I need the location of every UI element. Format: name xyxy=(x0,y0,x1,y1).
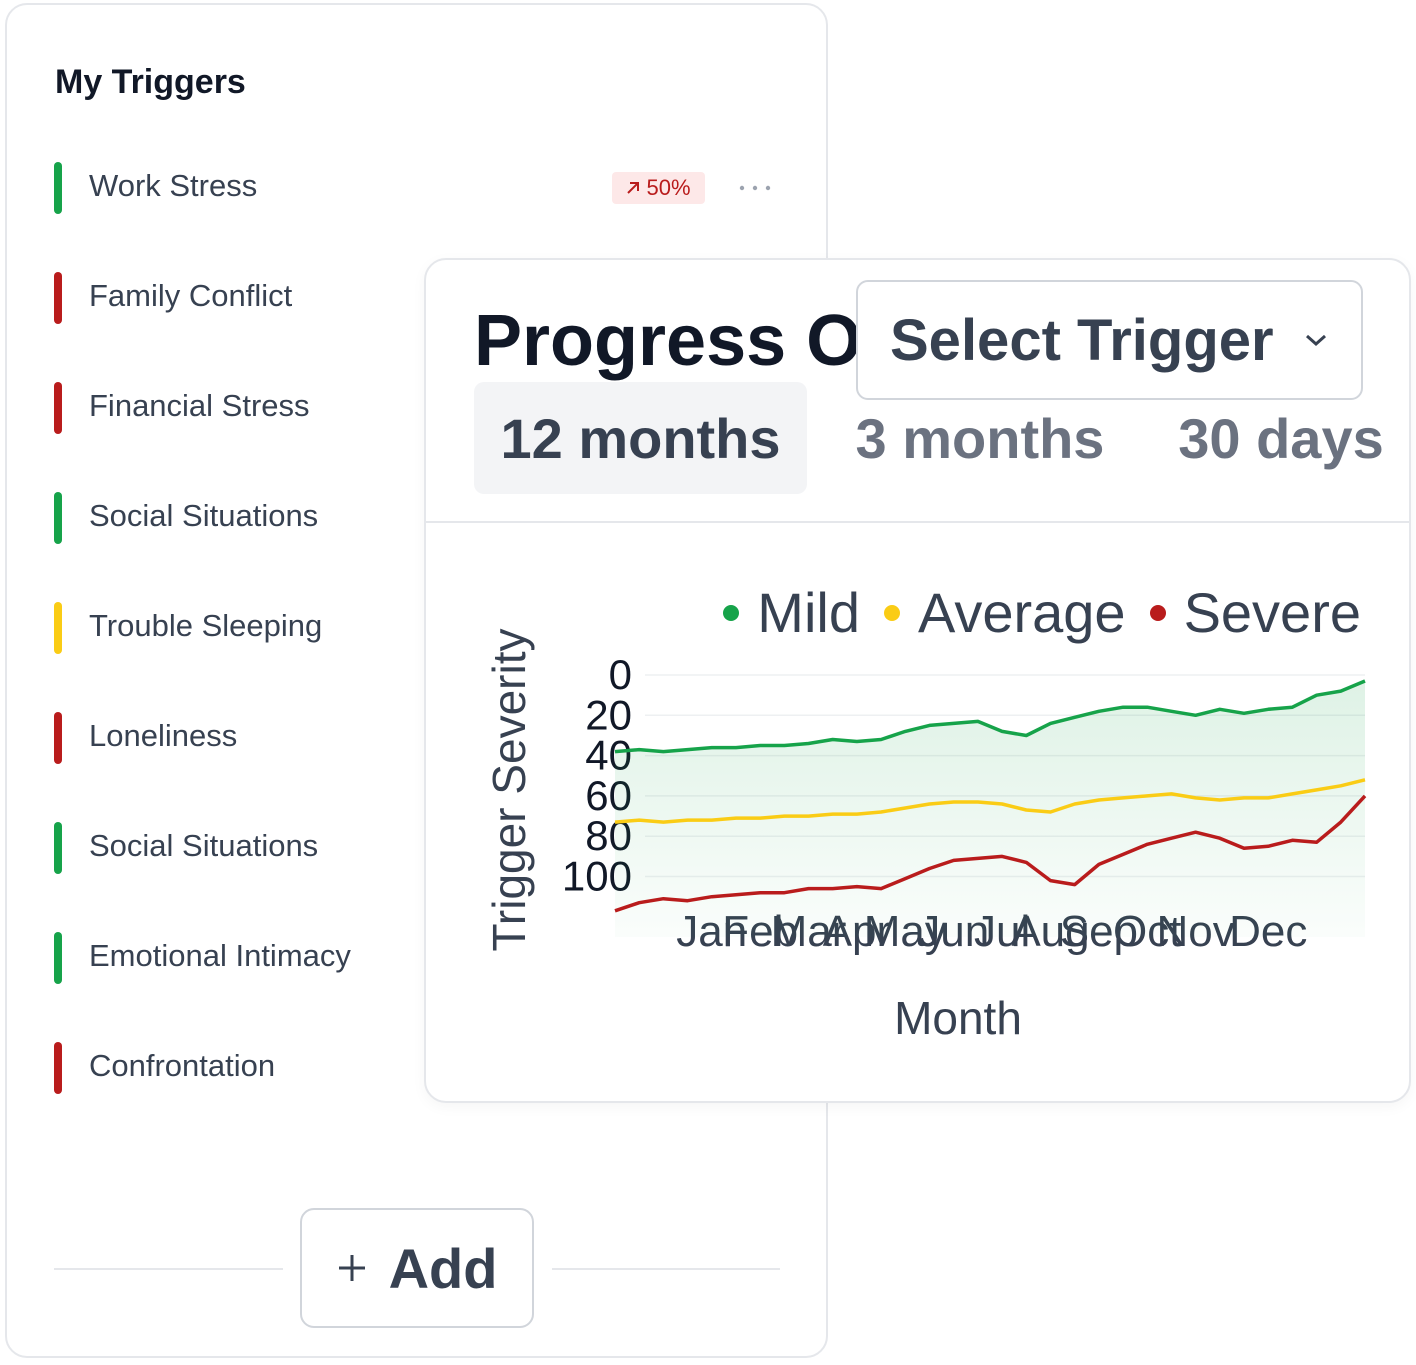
legend-label: Mild xyxy=(757,581,860,644)
trigger-select[interactable]: Select Trigger xyxy=(856,280,1363,400)
panel-title: Progress O xyxy=(474,301,863,381)
separator xyxy=(552,1268,780,1270)
y-axis-title: Trigger Severity xyxy=(483,629,535,952)
status-bar xyxy=(54,822,62,874)
select-text: Select Trigger xyxy=(890,307,1274,373)
legend-dot xyxy=(723,604,740,621)
arrow-icon xyxy=(627,182,640,194)
trigger-label[interactable]: Confrontation xyxy=(89,1048,276,1083)
tab[interactable]: 12 months xyxy=(474,382,807,494)
legend: Mild Average Severe xyxy=(723,580,1361,645)
tab[interactable]: 30 days xyxy=(1178,406,1384,470)
status-bar xyxy=(54,162,62,214)
legend-item[interactable]: Mild xyxy=(723,580,860,645)
status-bar xyxy=(54,932,62,984)
chevron-icon xyxy=(1305,334,1326,347)
plus-icon xyxy=(338,1255,365,1281)
legend-item[interactable]: Severe xyxy=(1149,580,1361,645)
status-bar xyxy=(54,272,62,324)
trigger-label[interactable]: Social Situations xyxy=(89,828,319,863)
line xyxy=(614,794,1367,913)
trigger-label[interactable]: Financial Stress xyxy=(89,388,310,423)
y-tick-label: 20 xyxy=(585,691,632,738)
trigger-label[interactable]: Loneliness xyxy=(89,718,238,753)
status-bar xyxy=(54,602,62,654)
trigger-label[interactable]: Work Stress xyxy=(89,168,258,203)
status-bar xyxy=(54,712,62,764)
x-axis-title: Month xyxy=(894,992,1022,1044)
trend-badge: 50% xyxy=(612,172,705,204)
legend-label: Average xyxy=(917,581,1126,644)
trigger-label[interactable]: Family Conflict xyxy=(89,278,293,313)
status-bar xyxy=(54,382,62,434)
card-title: My Triggers xyxy=(55,63,246,101)
status-bar xyxy=(54,492,62,544)
badge-text: 50% xyxy=(646,175,691,200)
legend-dot xyxy=(883,604,900,621)
line xyxy=(614,679,1366,754)
trigger-label[interactable]: Emotional Intimacy xyxy=(89,938,351,973)
trigger-label[interactable]: Social Situations xyxy=(89,498,319,533)
add-button[interactable]: Add xyxy=(300,1208,534,1328)
separator xyxy=(54,1268,283,1270)
progress-card: Progress O Select Trigger 12 months 3 mon… xyxy=(424,258,1411,1103)
add-text: Add xyxy=(388,1236,498,1300)
legend-item[interactable]: Average xyxy=(883,580,1126,645)
legend-dot xyxy=(1149,604,1166,621)
legend-label: Severe xyxy=(1183,581,1361,644)
status-bar xyxy=(54,1042,62,1094)
divider xyxy=(426,521,1409,523)
y-tick-label: 0 xyxy=(609,651,632,698)
more-icon[interactable] xyxy=(737,183,777,193)
tab[interactable]: 3 months xyxy=(855,406,1105,470)
line xyxy=(614,778,1366,824)
area xyxy=(615,681,1365,937)
trigger-label[interactable]: Trouble Sleeping xyxy=(89,608,323,643)
